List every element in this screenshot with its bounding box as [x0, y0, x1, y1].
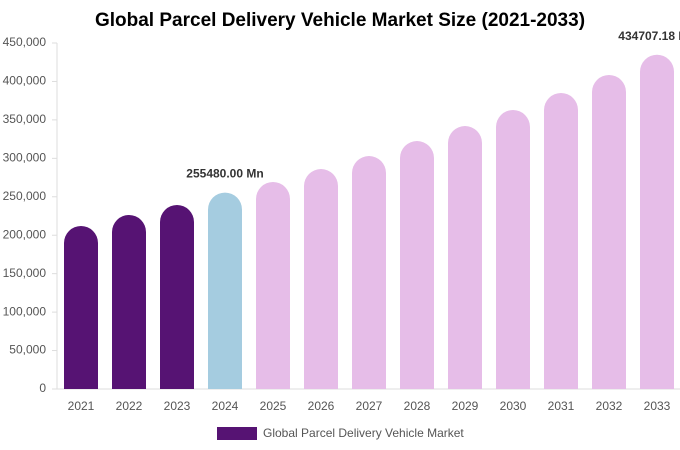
bar — [208, 192, 242, 389]
x-tick-label: 2030 — [500, 399, 527, 413]
bar — [544, 92, 578, 389]
legend-label: Global Parcel Delivery Vehicle Market — [263, 426, 464, 440]
y-tick-label: 350,000 — [3, 112, 47, 126]
y-tick-label: 200,000 — [3, 227, 47, 241]
legend-swatch — [217, 427, 257, 440]
value-label: 255480.00 Mn — [186, 167, 263, 181]
bar — [304, 169, 338, 389]
y-tick-label: 400,000 — [3, 74, 47, 88]
x-tick-label: 2026 — [308, 399, 335, 413]
x-tick-label: 2028 — [404, 399, 431, 413]
x-tick-label: 2032 — [596, 399, 623, 413]
bar — [496, 109, 530, 390]
bar — [112, 215, 146, 389]
x-tick-label: 2029 — [452, 399, 479, 413]
x-tick-label: 2024 — [212, 399, 239, 413]
x-tick-label: 2022 — [116, 399, 143, 413]
value-label: 434707.18 Mn — [618, 29, 680, 43]
x-tick-label: 2033 — [644, 399, 671, 413]
bar — [256, 182, 290, 389]
x-tick-label: 2031 — [548, 399, 575, 413]
chart-title: Global Parcel Delivery Vehicle Market Si… — [95, 10, 585, 31]
y-tick-label: 0 — [39, 381, 46, 395]
x-tick-label: 2027 — [356, 399, 383, 413]
x-tick-label: 2021 — [68, 399, 95, 413]
y-tick-label: 50,000 — [9, 343, 46, 357]
x-tick-label: 2025 — [260, 399, 287, 413]
y-tick-label: 300,000 — [3, 151, 47, 165]
x-tick-label: 2023 — [164, 399, 191, 413]
bar — [400, 141, 434, 389]
bar — [448, 126, 482, 390]
bar — [64, 225, 98, 389]
bar — [352, 156, 386, 389]
y-tick-label: 250,000 — [3, 189, 47, 203]
y-tick-label: 150,000 — [3, 266, 47, 280]
y-tick-label: 450,000 — [3, 35, 47, 49]
bar — [640, 54, 674, 389]
y-tick-label: 100,000 — [3, 304, 47, 318]
bar — [160, 205, 194, 389]
bar — [592, 74, 626, 389]
